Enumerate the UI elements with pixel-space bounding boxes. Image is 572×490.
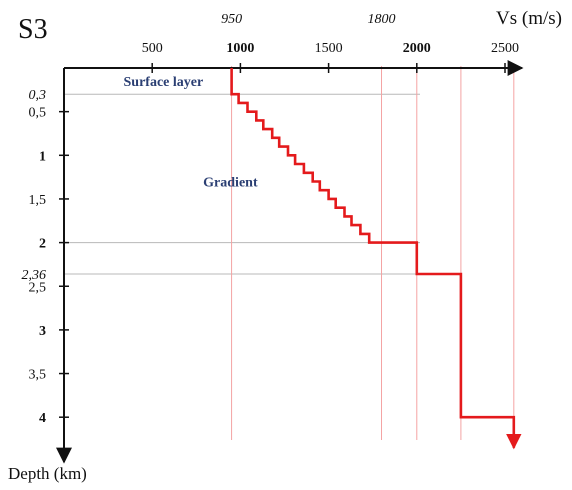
chart-title: S3 <box>18 14 48 45</box>
layer-labels: Surface layer Gradient <box>124 75 258 190</box>
x-annotation-label: 1800 <box>368 12 396 27</box>
layer-label: Surface layer <box>124 75 204 90</box>
y-tick-label: 1 <box>39 149 46 164</box>
guide-lines <box>64 66 515 440</box>
y-tick-label: 2,5 <box>29 280 47 295</box>
y-annotation-label: 0,3 <box>29 88 47 103</box>
x-tick-label: 1000 <box>226 41 254 56</box>
x-tick-label: 2500 <box>491 41 519 56</box>
axes <box>56 60 524 464</box>
x-tick-label: 2000 <box>403 41 431 56</box>
vs-profile-line <box>230 68 522 450</box>
y-annotation-label: 2,36 <box>22 268 47 283</box>
y-tick-label: 2 <box>39 237 46 252</box>
series-group <box>230 68 522 450</box>
ticks: 500 1000 1500 2000 2500 950 1800 0,5 1 1,5 2 2,5 3 3,… <box>22 12 520 426</box>
y-tick-label: 1,5 <box>29 193 47 208</box>
x-annotation-label: 950 <box>221 12 242 27</box>
y-tick-label: 0,5 <box>29 106 47 121</box>
y-tick-label: 4 <box>39 411 46 426</box>
y-tick-label: 3 <box>39 324 46 339</box>
y-tick-label: 3,5 <box>29 368 47 383</box>
x-tick-label: 500 <box>142 41 163 56</box>
layer-label: Gradient <box>203 175 258 190</box>
x-axis-label: Vs (m/s) <box>496 8 562 29</box>
y-axis-label: Depth (km) <box>8 464 87 483</box>
x-tick-label: 1500 <box>315 41 343 56</box>
